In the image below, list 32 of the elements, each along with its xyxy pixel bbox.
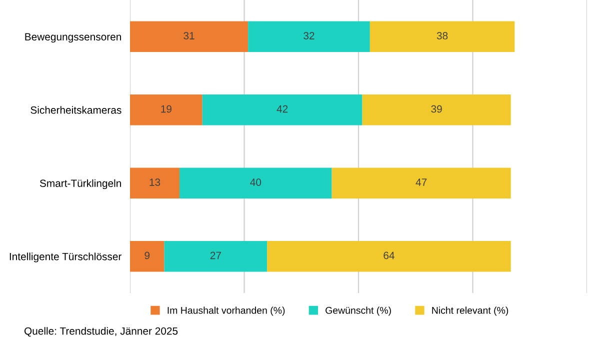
bar: [164, 240, 268, 272]
source-note: Quelle: Trendstudie, Jänner 2025: [24, 327, 178, 337]
data-label: 19: [161, 105, 172, 113]
data-label: 32: [304, 32, 314, 40]
data-label: 64: [384, 252, 394, 260]
y-tick-label: Sicherheitskameras: [30, 106, 122, 114]
legend-label: Gewünscht (%): [326, 306, 391, 316]
legend-label: Nicht relevant (%): [432, 306, 508, 316]
data-label: 42: [276, 105, 288, 113]
data-label: 27: [210, 252, 221, 260]
bar: [130, 168, 180, 199]
bar: [267, 240, 511, 272]
bar: [362, 94, 511, 126]
bar: [130, 94, 202, 126]
data-label: 31: [184, 32, 194, 40]
y-tick-label: Intelligente Türschlösser: [10, 252, 122, 262]
legend-label: Im Haushalt vorhanden (%): [168, 306, 285, 316]
data-label: 13: [150, 178, 160, 186]
data-label: 38: [436, 32, 448, 40]
bar: [202, 94, 362, 126]
bar: [130, 21, 248, 52]
data-label: 9: [144, 252, 150, 260]
bar: [180, 168, 332, 199]
y-tick-label: Smart-Türklingeln: [40, 179, 121, 190]
bar: [130, 240, 164, 272]
data-label: 47: [416, 178, 427, 186]
y-tick-label: Bewegungssensoren: [25, 33, 121, 43]
data-label: 39: [431, 105, 442, 113]
bar: [370, 21, 515, 52]
data-label: 40: [250, 178, 262, 186]
bar: [332, 168, 511, 199]
bar: [248, 21, 370, 52]
